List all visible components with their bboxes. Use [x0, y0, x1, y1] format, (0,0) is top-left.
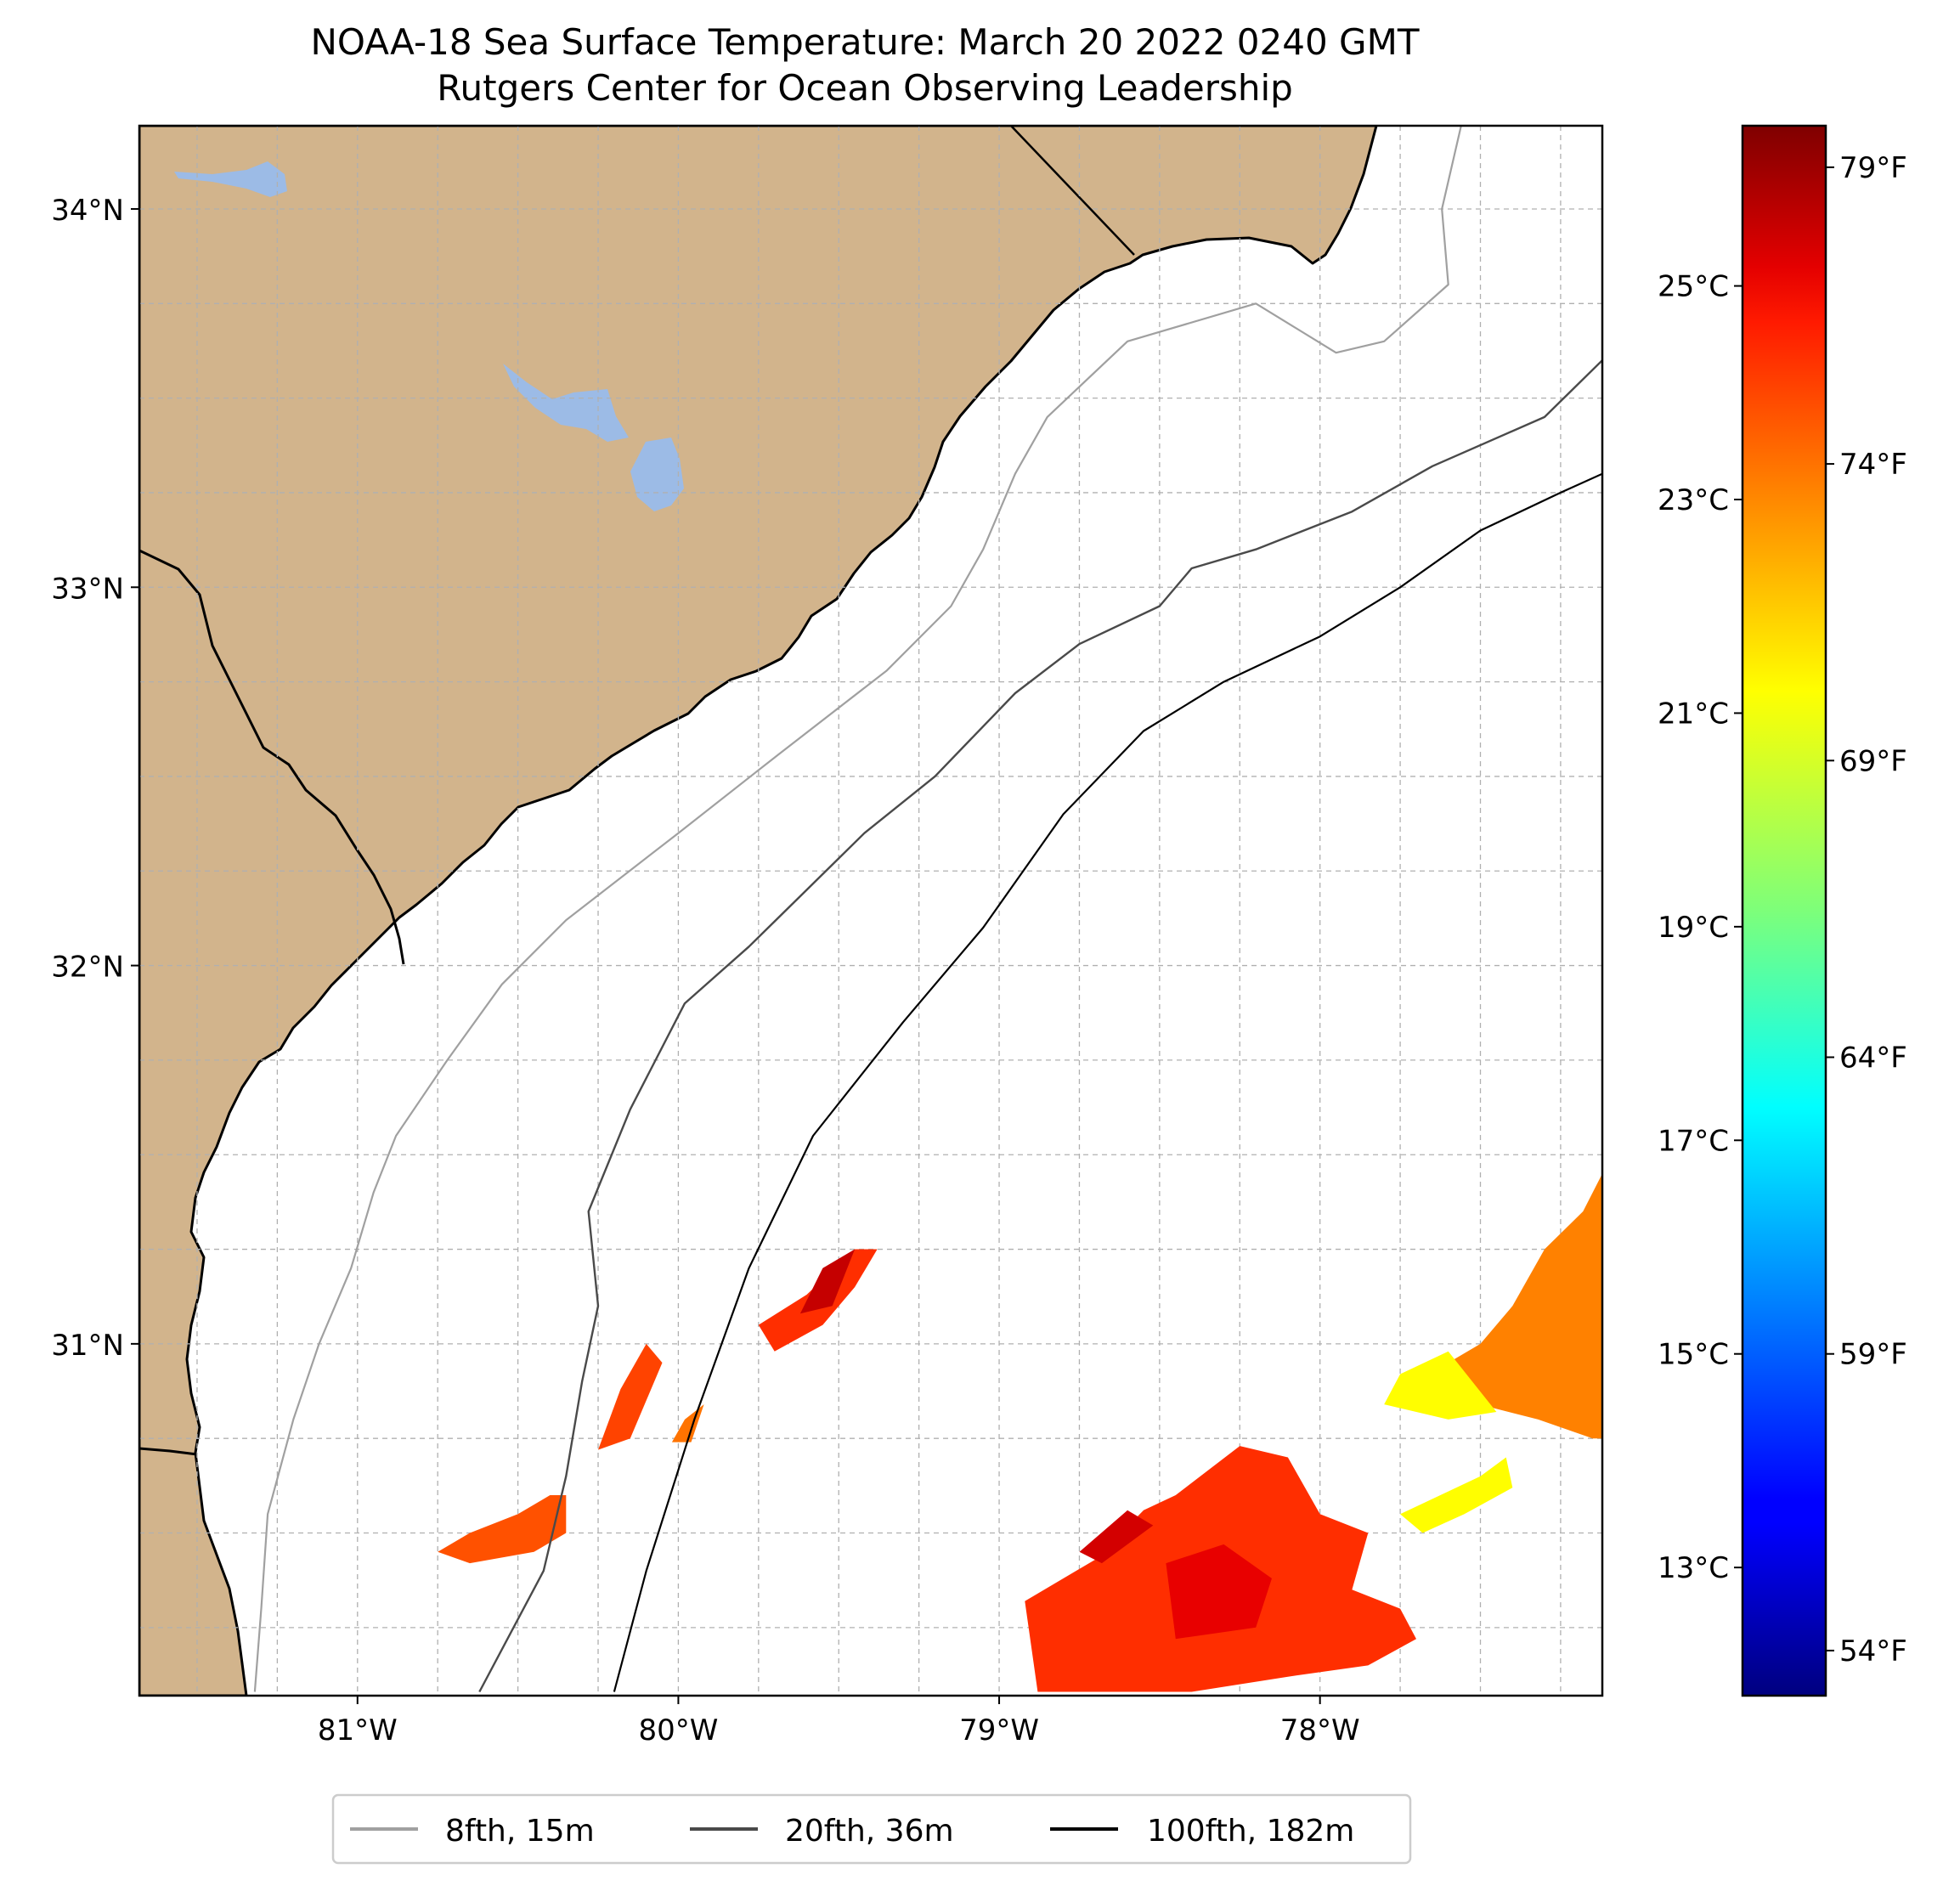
map-ticks: 34°N 33°N 32°N 31°N 81°W 80°W 79°W 78°W — [51, 194, 1359, 1747]
colorbar-c-tick-label: 21°C — [1658, 697, 1729, 731]
colorbar: 13°C 15°C 17°C 19°C 21°C 23°C 25°C 54°F 59°F 64°F… — [1658, 124, 1907, 1697]
state-border-sc-ga — [139, 549, 405, 965]
lat-tick-label: 32°N — [51, 951, 124, 985]
colorbar-c-tick-label: 17°C — [1658, 1124, 1729, 1158]
legend-box — [331, 1793, 1412, 1865]
map-panel[interactable]: 34°N 33°N 32°N 31°N 81°W 80°W 79°W 78°W — [51, 124, 1604, 1747]
colorbar-f-tick-label: 74°F — [1839, 448, 1907, 482]
colorbar-ticks: 13°C 15°C 17°C 19°C 21°C 23°C 25°C 54°F 59°F 64°F… — [1658, 151, 1907, 1668]
colorbar-f-tick-label: 59°F — [1839, 1338, 1907, 1372]
colorbar-f-tick-label: 54°F — [1839, 1634, 1907, 1668]
lon-tick-label: 80°W — [638, 1713, 718, 1747]
colorbar-f-tick-label: 79°F — [1839, 151, 1907, 185]
map-frame — [138, 124, 1604, 1697]
sst-patch — [1448, 1173, 1602, 1439]
legend-label-8fth: 8fth, 15m — [445, 1814, 595, 1849]
sst-layer — [438, 1173, 1602, 1692]
legend-label-100fth: 100fth, 182m — [1147, 1814, 1354, 1849]
lake-marion — [503, 364, 629, 442]
lat-tick-label: 34°N — [51, 194, 124, 228]
legend-label-20fth: 20fth, 36m — [785, 1814, 954, 1849]
colorbar-c-tick-label: 23°C — [1658, 483, 1729, 517]
sst-patch — [438, 1495, 567, 1564]
state-border-ga-fl — [139, 1447, 198, 1456]
isobath-20fth — [478, 359, 1602, 1693]
lat-tick-label: 33°N — [51, 572, 124, 606]
sst-patch — [1166, 1544, 1272, 1640]
lake-moultrie — [630, 438, 684, 511]
colorbar-c-tick-label: 13°C — [1658, 1551, 1729, 1585]
sst-patch — [1079, 1510, 1154, 1564]
sst-patch — [598, 1343, 663, 1450]
colorbar-f-tick-label: 64°F — [1839, 1042, 1907, 1075]
colorbar-c-tick-label: 19°C — [1658, 911, 1729, 945]
isobath-8fth — [253, 126, 1462, 1692]
lon-tick-label: 79°W — [959, 1713, 1039, 1747]
isobath-100fth — [613, 472, 1602, 1692]
colorbar-c-tick-label: 25°C — [1658, 270, 1729, 304]
title-line-1: NOAA-18 Sea Surface Temperature: March 2… — [311, 21, 1420, 63]
state-border — [1010, 126, 1135, 256]
sst-patch — [799, 1249, 856, 1314]
isobath-layer — [253, 126, 1602, 1693]
sst-patch — [1400, 1457, 1513, 1533]
colorbar-gradient — [1741, 124, 1827, 1697]
lon-tick-label: 81°W — [318, 1713, 398, 1747]
title-line-2: Rutgers Center for Ocean Observing Leade… — [437, 67, 1293, 109]
sst-patch — [1384, 1351, 1497, 1420]
land-mass — [139, 126, 1378, 1696]
lake-north — [174, 161, 287, 197]
colorbar-c-tick-label: 15°C — [1658, 1338, 1729, 1372]
lat-tick-label: 31°N — [51, 1329, 124, 1363]
colorbar-f-tick-label: 69°F — [1839, 744, 1907, 778]
lon-tick-label: 78°W — [1280, 1713, 1360, 1747]
legend: 8fth, 15m 20fth, 36m 100fth, 182m — [331, 1793, 1412, 1865]
